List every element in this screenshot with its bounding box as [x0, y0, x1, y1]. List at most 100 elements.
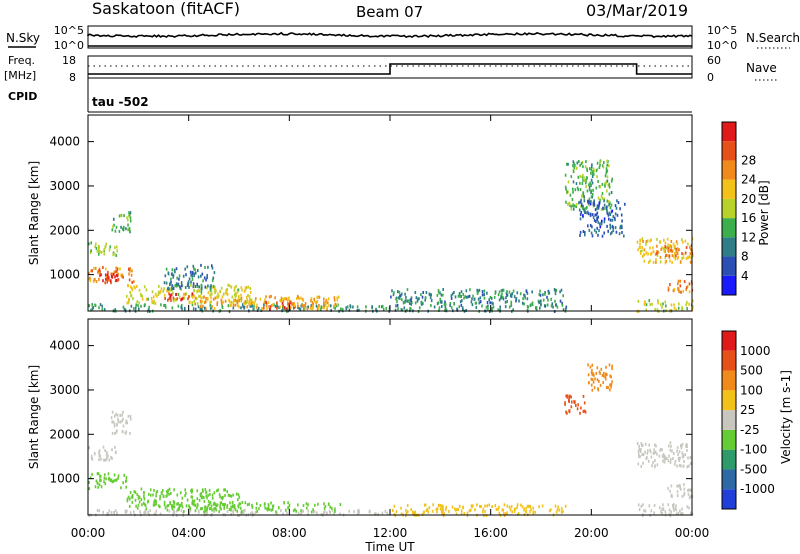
velocity-cell — [678, 484, 680, 488]
power-cell — [414, 291, 417, 294]
velocity-cell — [550, 508, 552, 512]
velocity-cell — [122, 424, 125, 428]
velocity-cell — [181, 496, 184, 500]
velocity-cell — [107, 512, 110, 516]
power-cell — [299, 308, 302, 312]
power-cell — [439, 297, 441, 301]
power-cell — [127, 301, 130, 305]
power-cell — [565, 305, 568, 309]
power-cell — [105, 273, 107, 277]
velocity-cell — [149, 509, 151, 513]
power-cell — [181, 297, 183, 301]
velocity-cell — [558, 508, 561, 512]
velocity-cell — [652, 451, 655, 455]
power-cell — [591, 234, 594, 238]
power-cell — [424, 298, 426, 302]
power-cell — [566, 190, 568, 194]
power-cell — [555, 303, 557, 307]
power-cell — [249, 304, 251, 308]
velocity-cell — [570, 395, 572, 399]
velocity-cell — [456, 507, 458, 511]
velocity-cell — [226, 505, 228, 509]
velocity-cell — [686, 505, 689, 509]
power-ylabel: Slant Range [km] — [27, 161, 41, 265]
power-cell — [395, 304, 397, 308]
velocity-cell — [171, 507, 174, 511]
power-cell — [156, 294, 158, 298]
velocity-cell — [682, 464, 685, 468]
power-cell — [609, 232, 612, 236]
power-cell — [606, 189, 608, 193]
velocity-cell — [148, 492, 150, 496]
power-cell — [103, 248, 106, 251]
power-cell — [126, 294, 128, 298]
velocity-cell — [237, 493, 240, 497]
velocity-cell — [577, 403, 579, 407]
velocity-cell — [317, 502, 319, 506]
velocity-cell — [137, 503, 140, 507]
velocity-cell — [669, 448, 672, 452]
power-cell — [200, 263, 202, 267]
power-cell — [279, 299, 281, 303]
power-cell — [585, 181, 587, 185]
power-cell — [121, 227, 124, 231]
power-cell — [302, 298, 304, 302]
power-cell — [461, 299, 463, 303]
power-cell — [607, 213, 610, 217]
power-cell — [176, 276, 178, 280]
range-tick-label: 3000 — [49, 179, 80, 193]
velocity-cell — [173, 505, 176, 509]
velocity-cell — [611, 364, 613, 368]
power-cell — [560, 288, 563, 292]
velocity-cell — [172, 500, 175, 503]
power-cell — [565, 200, 567, 204]
velocity-cell — [113, 479, 116, 483]
power-cell — [584, 233, 586, 237]
power-cell — [143, 285, 146, 289]
velocity-cell — [437, 503, 440, 507]
velocity-cell — [677, 456, 680, 460]
velocity-cell — [455, 512, 458, 516]
power-cell — [289, 308, 291, 312]
power-cell — [523, 302, 525, 306]
velocity-cell — [106, 456, 108, 460]
velocity-cell — [608, 363, 611, 367]
power-cell — [113, 223, 115, 227]
power-cell — [230, 303, 233, 307]
power-cell — [184, 267, 186, 271]
power-cell — [224, 299, 227, 303]
velocity-cell — [592, 372, 595, 376]
power-cell — [172, 299, 175, 303]
power-cell — [525, 289, 528, 293]
velocity-cell — [275, 510, 277, 514]
power-cell — [677, 282, 679, 286]
velocity-cell — [110, 416, 113, 420]
nsky-label: N.Sky — [6, 31, 40, 45]
power-cell — [178, 274, 181, 278]
power-cell — [153, 295, 155, 299]
velocity-cell — [659, 506, 661, 510]
velocity-colorbar-label: Velocity [m s-1] — [779, 370, 793, 464]
power-cell — [591, 170, 594, 174]
power-cell — [572, 160, 575, 164]
power-cell — [304, 306, 306, 310]
power-cell — [138, 307, 140, 311]
power-cell — [606, 175, 609, 179]
power-cell — [606, 224, 608, 228]
power-cell — [120, 274, 123, 278]
power-cell — [178, 277, 180, 281]
power-cell — [287, 297, 289, 301]
power-cell — [476, 292, 479, 295]
velocity-cell — [297, 511, 300, 515]
power-cell — [241, 288, 243, 292]
velocity-cell — [280, 509, 282, 513]
power-cell — [128, 229, 131, 233]
power-cell — [217, 292, 219, 296]
power-cell — [620, 224, 623, 228]
power-cell — [443, 303, 446, 306]
power-cell — [530, 303, 532, 307]
power-cell — [199, 307, 202, 311]
velocity-cell — [690, 511, 692, 515]
velocity-cell — [166, 491, 169, 495]
power-cell — [130, 285, 132, 289]
